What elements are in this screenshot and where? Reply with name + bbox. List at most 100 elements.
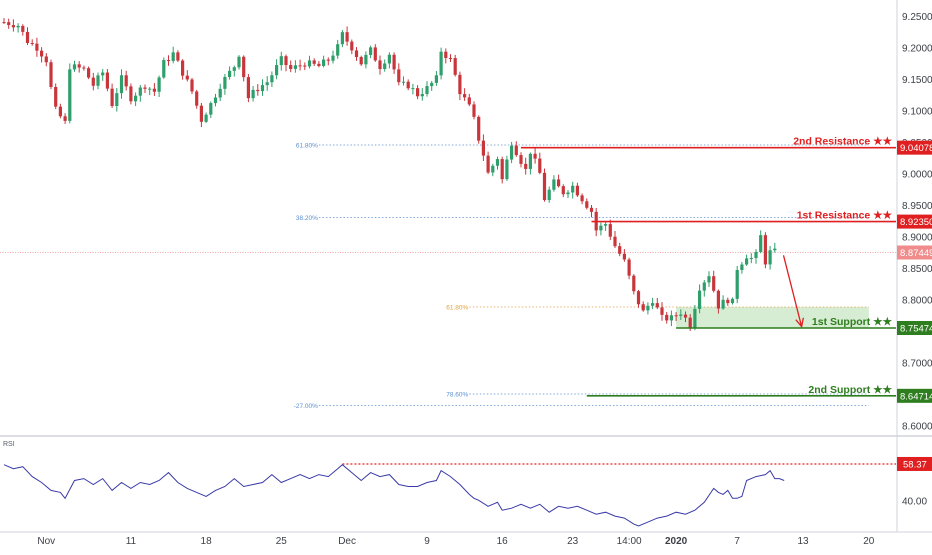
candle-body	[223, 76, 227, 89]
price-tick-label: 9.20000	[902, 43, 932, 54]
fib-level-label: 78.60%	[446, 392, 468, 399]
candle-body	[157, 77, 161, 92]
candle-body	[392, 54, 396, 70]
candle-body	[411, 88, 415, 90]
candle-body	[580, 195, 584, 202]
price-tick-label: 8.60000	[902, 422, 932, 433]
candle-body	[505, 159, 509, 180]
candle-body	[472, 104, 476, 117]
candle-body	[514, 145, 518, 156]
candle-body	[542, 172, 547, 201]
fib-level-label: -27.00%	[294, 403, 318, 410]
candle-body	[364, 54, 368, 65]
candle-body	[519, 155, 523, 164]
candle-body	[270, 75, 274, 83]
candle-body	[693, 308, 697, 328]
candle-body	[237, 56, 241, 68]
candle-body	[716, 290, 720, 309]
candle-body	[557, 179, 561, 187]
candle-body	[448, 58, 453, 60]
time-tick-label: Dec	[338, 536, 356, 547]
price-tick-label: 9.15000	[902, 75, 932, 86]
candle-body	[101, 72, 105, 76]
candle-body	[30, 42, 34, 44]
candle-body	[331, 55, 335, 61]
candle-body	[63, 116, 67, 121]
candle-body	[571, 185, 575, 193]
candle-body	[627, 259, 631, 276]
fib-level-label: 61.80%	[446, 305, 468, 312]
candle-body	[293, 65, 297, 69]
candle-body	[2, 22, 6, 24]
candle-body	[430, 82, 434, 87]
candle-body	[500, 159, 504, 180]
rsi-level-tag-bg	[897, 456, 932, 471]
candle-body	[735, 270, 739, 299]
candle-body	[702, 282, 706, 291]
key-level-tag-bg	[897, 140, 932, 155]
candle-body	[486, 155, 490, 173]
candle-body	[199, 105, 203, 122]
candle-body	[11, 25, 15, 28]
candle-body	[726, 299, 730, 304]
candle-body	[138, 87, 142, 96]
candle-body	[439, 51, 443, 76]
time-tick-label: 2020	[665, 536, 688, 547]
candle-body	[707, 276, 711, 283]
candle-body	[759, 235, 763, 252]
candle-body	[134, 95, 138, 102]
key-level-tag-bg	[897, 214, 932, 229]
candle-body	[322, 59, 326, 66]
candle-body	[510, 145, 514, 160]
candle-body	[618, 246, 622, 254]
candle-body	[721, 299, 725, 309]
candle-body	[585, 201, 589, 208]
price-tick-label: 8.95000	[902, 201, 932, 212]
candle-body	[425, 86, 429, 94]
candle-body	[129, 86, 133, 102]
candle-body	[166, 60, 171, 62]
candle-body	[655, 303, 659, 308]
candle-body	[345, 32, 349, 42]
time-tick-label: 25	[276, 536, 288, 547]
candle-body	[77, 64, 81, 68]
candle-body	[561, 186, 565, 195]
candle-body	[378, 60, 382, 70]
price-tick-label: 8.85000	[902, 264, 932, 275]
candle-body	[228, 70, 232, 77]
candle-body	[124, 75, 128, 87]
candle-body	[524, 163, 528, 169]
candle-body	[674, 315, 678, 317]
candle-body	[54, 86, 58, 107]
candle-body	[636, 291, 641, 305]
time-tick-label: 20	[863, 536, 875, 547]
candle-body	[275, 65, 279, 76]
rsi-tick-label: 40.00	[902, 496, 927, 507]
key-level-label: 2nd Resistance ★★	[793, 136, 892, 148]
candle-body	[209, 103, 213, 115]
price-tick-label: 8.80000	[902, 295, 932, 306]
fib-level-label: 61.80%	[296, 143, 318, 150]
time-tick-label: 11	[126, 536, 137, 547]
candle-body	[491, 165, 495, 173]
key-level-label: 1st Resistance ★★	[797, 210, 893, 222]
candle-body	[49, 62, 53, 87]
candle-body	[87, 68, 91, 78]
candle-body	[25, 31, 30, 43]
candle-body	[651, 303, 655, 306]
candle-body	[698, 290, 702, 309]
candle-body	[754, 251, 758, 258]
current-price-tag: 8.87449	[900, 248, 932, 259]
candle-body	[35, 43, 39, 51]
time-tick-label: 7	[734, 536, 740, 547]
fib-level-label: 38.20%	[296, 215, 318, 222]
candle-body	[359, 57, 363, 65]
candle-body	[665, 314, 669, 321]
time-tick-label: 13	[797, 536, 809, 547]
candle-body	[152, 88, 156, 92]
candle-body	[599, 225, 603, 231]
candle-body	[646, 305, 650, 311]
